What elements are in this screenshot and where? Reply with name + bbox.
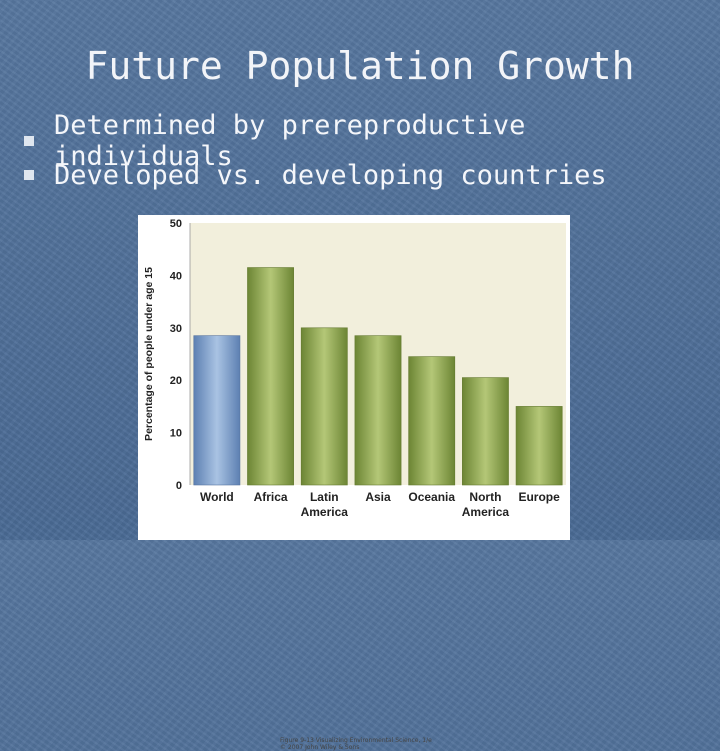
y-tick-label: 20 — [170, 375, 182, 387]
y-tick-label: 40 — [170, 270, 182, 282]
y-tick-label: 50 — [170, 218, 182, 230]
x-tick-label: North — [469, 490, 501, 504]
slide-title: Future Population Growth — [85, 44, 635, 88]
bullet-item: Developed vs. developing countries — [24, 158, 720, 192]
x-tick-label: America — [301, 505, 349, 519]
y-tick-label: 10 — [170, 428, 182, 440]
bar-north-america — [462, 377, 509, 486]
y-tick-label: 0 — [176, 480, 182, 492]
x-tick-label: Asia — [365, 490, 391, 504]
bar-africa — [247, 267, 294, 486]
x-tick-label: Europe — [518, 490, 560, 504]
bar-europe — [515, 406, 563, 486]
credit-line: Figure 9-13 Visualizing Environmental Sc… — [280, 737, 432, 744]
x-tick-label: America — [462, 505, 510, 519]
credit-line: © 2007 John Wiley & Sons — [280, 744, 360, 751]
x-tick-label: World — [200, 490, 234, 504]
bullet-item: Determined by prereproductive individual… — [24, 110, 720, 172]
bar-chart: Percentage of people under age 15 0 10 20 3… — [143, 218, 566, 519]
bullet-text: Determined by prereproductive individual… — [54, 110, 526, 172]
x-tick-label: Latin — [310, 490, 339, 504]
y-axis-label: Percentage of people under age 15 — [143, 267, 155, 441]
y-tick-label: 30 — [170, 323, 182, 335]
bullet-text: Developed vs. developing countries — [54, 159, 607, 191]
bar-oceania — [408, 356, 456, 486]
x-tick-label: Oceania — [408, 490, 455, 504]
bullet-square-icon — [24, 170, 34, 180]
chart-figure: Percentage of people under age 15 0 10 20 3… — [138, 215, 570, 751]
bar-world — [193, 335, 241, 486]
bar-latin-america — [300, 327, 348, 486]
figure-credit: Figure 9-13 Visualizing Environmental Sc… — [280, 737, 432, 751]
x-tick-label: Africa — [254, 490, 288, 504]
bullet-list: Determined by prereproductive individual… — [24, 110, 720, 192]
bar-asia — [354, 335, 402, 486]
bullet-square-icon — [24, 136, 34, 146]
